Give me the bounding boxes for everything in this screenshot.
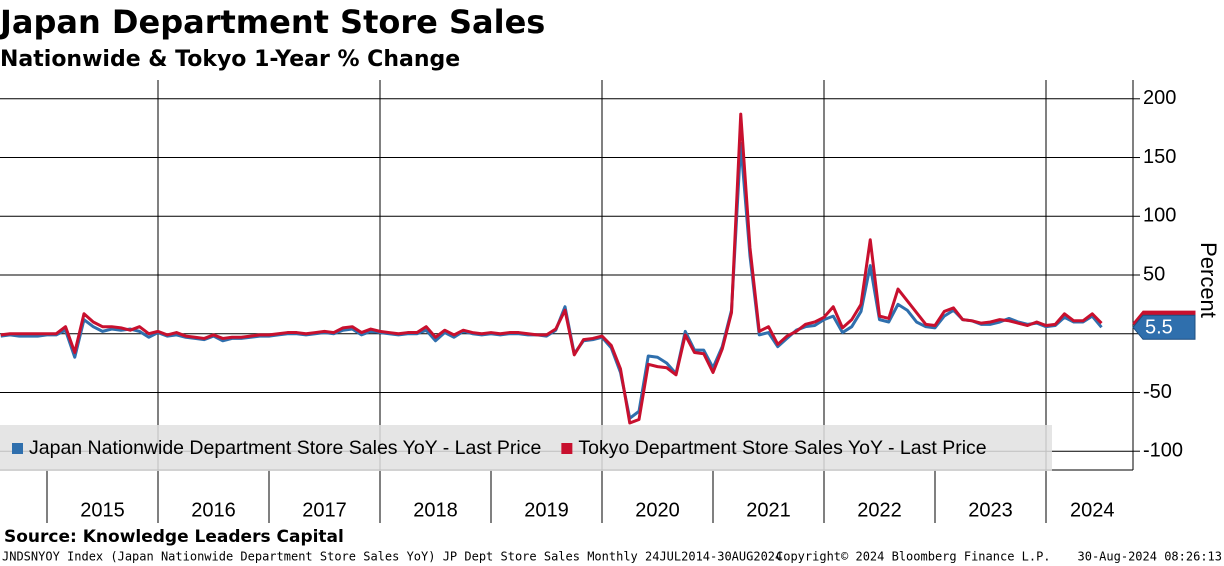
footer-info: JNDSNYOY Index (Japan Nationwide Departm… <box>2 550 782 564</box>
y-tick-label: 150 <box>1143 146 1176 168</box>
chart-title: Japan Department Store Sales <box>0 3 545 41</box>
legend-swatch <box>561 443 573 454</box>
y-tick-label: 50 <box>1143 263 1165 285</box>
y-axis-title: Percent <box>1196 242 1221 318</box>
x-tick-label: 2019 <box>524 499 569 521</box>
x-tick-label: 2015 <box>80 499 125 521</box>
series-line <box>0 141 1103 420</box>
last-value-label: 5.5 <box>1145 317 1173 339</box>
y-tick-label: 100 <box>1143 205 1176 227</box>
x-tick-label: 2016 <box>191 499 236 521</box>
x-tick-label: 2024 <box>1070 499 1115 521</box>
source: Source: Knowledge Leaders Capital <box>4 527 344 547</box>
x-tick-label: 2020 <box>635 499 680 521</box>
chart-subtitle: Nationwide & Tokyo 1-Year % Change <box>0 47 460 72</box>
y-tick-label: 200 <box>1143 87 1176 109</box>
x-tick-label: 2017 <box>302 499 347 521</box>
legend-swatch <box>12 443 23 454</box>
legend-label: Tokyo Department Store Sales YoY - Last … <box>578 437 986 459</box>
legend-label: Japan Nationwide Department Store Sales … <box>29 437 541 459</box>
x-tick-label: 2018 <box>413 499 458 521</box>
last-value-tag <box>1132 314 1196 340</box>
x-tick-label: 2023 <box>968 499 1013 521</box>
series-line <box>0 112 1103 425</box>
x-tick-label: 2022 <box>857 499 902 521</box>
y-tick-label: -50 <box>1143 381 1172 403</box>
footer-copyright: Copyright© 2024 Bloomberg Finance L.P. <box>776 550 1051 564</box>
y-tick-label: -100 <box>1143 439 1183 461</box>
footer-date: 30-Aug-2024 08:26:13 <box>1078 550 1223 564</box>
x-tick-label: 2021 <box>746 499 791 521</box>
legend-box <box>0 425 1052 471</box>
